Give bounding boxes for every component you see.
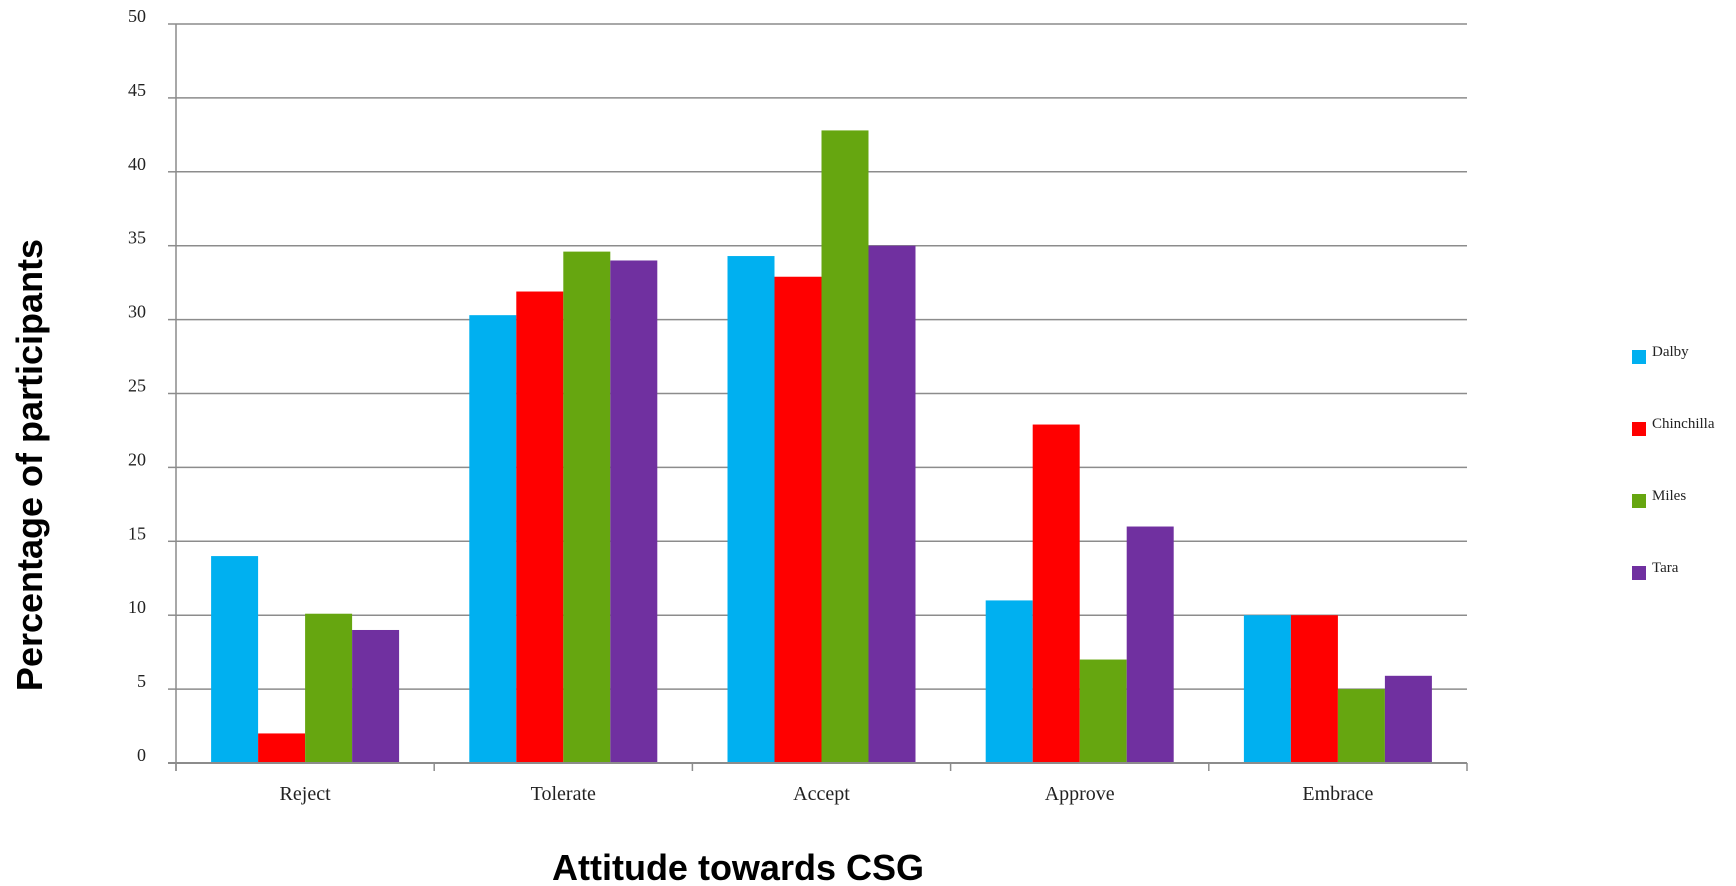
legend-swatch-tara xyxy=(1632,566,1646,580)
legend-swatch-miles xyxy=(1632,494,1646,508)
bar-dalby-reject xyxy=(211,556,259,763)
y-tick-label: 40 xyxy=(128,154,146,174)
bar-tara-approve xyxy=(1126,526,1174,763)
bar-miles-tolerate xyxy=(563,251,611,763)
y-tick-label: 15 xyxy=(128,523,146,543)
y-tick-label: 5 xyxy=(137,671,146,691)
x-axis-tick-labels: Reject Tolerate Accept Approve Embrace xyxy=(280,783,1374,805)
y-axis-title: Percentage of participants xyxy=(9,239,50,691)
bar-dalby-approve xyxy=(985,600,1033,763)
bar-chinchilla-accept xyxy=(774,276,822,763)
legend-swatch-dalby xyxy=(1632,350,1646,364)
bar-tara-tolerate xyxy=(610,260,658,763)
y-tick-label: 35 xyxy=(128,228,146,248)
x-tick-label: Approve xyxy=(1045,783,1115,805)
x-tick-label: Accept xyxy=(793,783,850,805)
y-tick-label: 25 xyxy=(128,376,146,396)
y-tick-label: 10 xyxy=(128,597,146,617)
legend: Dalby Chinchilla Miles Tara xyxy=(1632,344,1715,580)
bar-miles-reject xyxy=(305,613,353,763)
x-tick-label: Tolerate xyxy=(531,783,596,805)
axes xyxy=(168,24,1468,771)
legend-label-chinchilla: Chinchilla xyxy=(1652,416,1715,432)
bar-dalby-tolerate xyxy=(469,315,517,763)
bar-miles-embrace xyxy=(1337,689,1385,763)
bar-chinchilla-embrace xyxy=(1290,615,1338,763)
bar-tara-accept xyxy=(868,245,916,763)
y-tick-label: 30 xyxy=(128,302,146,322)
y-axis-ticks: 0 5 10 15 20 25 30 35 40 45 50 xyxy=(128,6,176,765)
legend-label-miles: Miles xyxy=(1652,488,1686,504)
x-tick-label: Reject xyxy=(280,783,332,805)
bar-tara-reject xyxy=(352,629,400,763)
legend-swatch-chinchilla xyxy=(1632,422,1646,436)
y-tick-label: 50 xyxy=(128,6,146,26)
y-tick-label: 20 xyxy=(128,449,146,469)
bar-chinchilla-approve xyxy=(1032,424,1080,763)
bar-chinchilla-reject xyxy=(258,733,306,763)
y-tick-label: 0 xyxy=(137,745,146,765)
bar-miles-accept xyxy=(821,130,869,763)
bar-chinchilla-tolerate xyxy=(516,291,564,763)
bar-dalby-embrace xyxy=(1243,615,1291,763)
x-tick-label: Embrace xyxy=(1302,783,1373,805)
legend-label-dalby: Dalby xyxy=(1652,344,1689,360)
y-tick-label: 45 xyxy=(128,80,146,100)
bar-miles-approve xyxy=(1079,659,1127,763)
x-axis-title: Attitude towards CSG xyxy=(552,847,924,886)
bar-tara-embrace xyxy=(1384,675,1432,763)
bars xyxy=(211,130,1432,763)
legend-label-tara: Tara xyxy=(1652,560,1679,576)
bar-dalby-accept xyxy=(727,256,775,763)
